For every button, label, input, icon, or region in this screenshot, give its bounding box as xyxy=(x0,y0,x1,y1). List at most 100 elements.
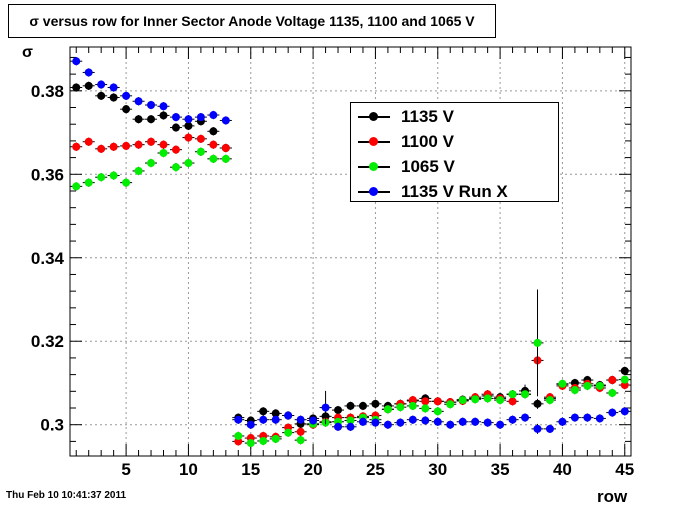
x-axis-label: row xyxy=(597,487,628,506)
data-point xyxy=(171,145,180,154)
data-point xyxy=(583,381,592,390)
data-point xyxy=(558,379,567,388)
data-point xyxy=(508,390,517,399)
y-tick-label: 0.36 xyxy=(31,165,64,184)
data-point xyxy=(533,424,542,433)
legend-marker-blue xyxy=(369,187,378,196)
data-point xyxy=(271,434,280,443)
data-point xyxy=(196,134,205,143)
data-point xyxy=(471,417,480,426)
data-point xyxy=(508,397,517,406)
data-point xyxy=(433,407,442,416)
legend-item-1135v-run-x: 1135 V Run X xyxy=(351,180,558,205)
data-point xyxy=(147,137,156,146)
data-point xyxy=(433,397,442,406)
x-tick-label: 30 xyxy=(428,460,447,479)
data-point xyxy=(159,111,168,120)
data-point xyxy=(184,115,193,124)
legend-label: 1100 V xyxy=(401,132,454,151)
data-point xyxy=(321,403,330,412)
data-point xyxy=(545,424,554,433)
data-point xyxy=(608,376,617,385)
data-point xyxy=(271,415,280,424)
data-point xyxy=(533,338,542,347)
data-point xyxy=(620,375,629,384)
data-point xyxy=(296,427,305,436)
data-point xyxy=(358,417,367,426)
data-point xyxy=(234,415,243,424)
data-point xyxy=(421,397,430,406)
data-point xyxy=(446,400,455,409)
x-tick-label: 25 xyxy=(366,460,385,479)
data-point xyxy=(109,142,118,151)
data-point xyxy=(608,408,617,417)
x-tick-label: 20 xyxy=(304,460,323,479)
data-point xyxy=(620,366,629,375)
data-point xyxy=(122,178,131,187)
data-point xyxy=(508,415,517,424)
data-point xyxy=(171,113,180,122)
y-tick-label: 0.38 xyxy=(31,82,64,101)
data-point xyxy=(72,142,81,151)
data-point xyxy=(458,417,467,426)
data-point xyxy=(583,413,592,422)
data-point xyxy=(209,140,218,149)
data-point xyxy=(496,396,505,405)
y-tick-label: 0.3 xyxy=(40,416,64,435)
data-point xyxy=(608,388,617,397)
legend-label: 1065 V xyxy=(401,157,455,176)
data-point xyxy=(433,417,442,426)
data-point xyxy=(346,416,355,425)
data-point xyxy=(371,399,380,408)
data-point xyxy=(496,420,505,429)
legend: 1135 V 1100 V 1065 V 1135 V Run X xyxy=(350,102,559,202)
data-point xyxy=(246,420,255,429)
data-point xyxy=(209,111,218,120)
data-point xyxy=(122,141,131,150)
data-point xyxy=(408,415,417,424)
y-tick-label: 0.32 xyxy=(31,332,64,351)
data-point xyxy=(134,97,143,106)
data-point xyxy=(259,436,268,445)
x-tick-label: 40 xyxy=(553,460,572,479)
data-point xyxy=(72,182,81,191)
data-point xyxy=(346,401,355,410)
data-point xyxy=(296,436,305,445)
data-point xyxy=(259,415,268,424)
y-tick-label: 0.34 xyxy=(31,249,65,268)
data-point xyxy=(595,381,604,390)
data-point xyxy=(284,428,293,437)
data-point xyxy=(271,409,280,418)
data-point xyxy=(408,401,417,410)
data-point xyxy=(458,396,467,405)
data-point xyxy=(72,83,81,92)
data-point xyxy=(421,404,430,413)
data-point xyxy=(521,413,530,422)
data-point xyxy=(147,159,156,168)
data-point xyxy=(209,154,218,163)
legend-item-1135v: 1135 V xyxy=(351,105,558,130)
legend-item-1065v: 1065 V xyxy=(351,155,558,180)
data-point xyxy=(595,414,604,423)
data-point xyxy=(109,93,118,102)
data-point xyxy=(72,57,81,66)
data-point xyxy=(371,418,380,427)
data-point xyxy=(408,396,417,405)
data-point xyxy=(483,394,492,403)
data-point xyxy=(383,405,392,414)
data-point xyxy=(147,115,156,124)
data-point xyxy=(234,431,243,440)
data-point xyxy=(109,83,118,92)
data-point xyxy=(620,407,629,416)
data-point xyxy=(570,386,579,395)
data-point xyxy=(346,422,355,431)
x-tick-label: 45 xyxy=(615,460,634,479)
data-point xyxy=(396,403,405,412)
data-point xyxy=(521,390,530,399)
data-point xyxy=(334,406,343,415)
data-point xyxy=(259,407,268,416)
data-point xyxy=(446,420,455,429)
legend-item-1100v: 1100 V xyxy=(351,130,558,155)
data-point xyxy=(97,173,106,182)
